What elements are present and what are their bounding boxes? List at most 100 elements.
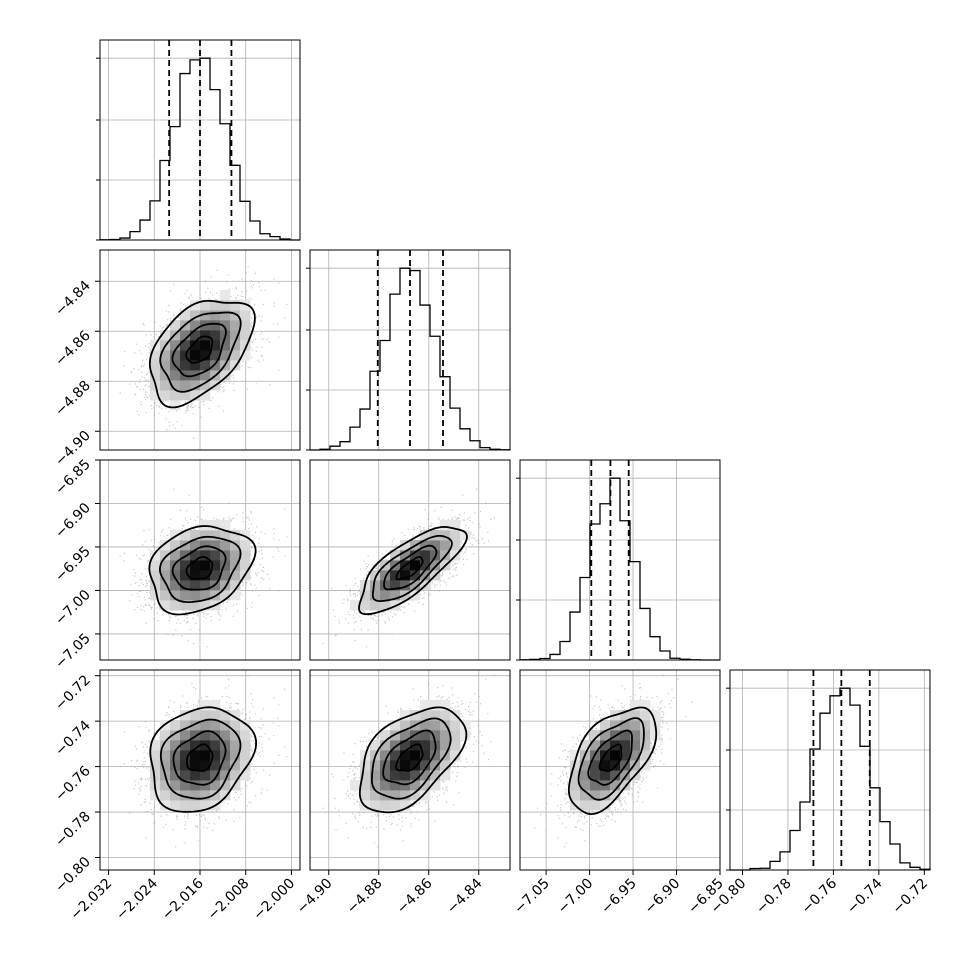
density-block [160,590,171,601]
contour-line-3 [159,311,242,393]
density-block [420,570,431,581]
density-block [590,780,601,791]
density-block [190,550,201,561]
scatter-panel-3-1: −7.05−7.00−6.95−6.90−6.85 [52,457,301,672]
panel-frame [99,249,301,451]
density-block [190,750,201,761]
density-block [220,290,231,301]
histogram-step-line [99,57,300,241]
density-block [190,390,201,401]
density-block [610,770,621,781]
density-block [200,800,211,811]
density-block [430,720,441,731]
density-block [240,730,251,741]
density-block [150,770,161,781]
density-block [170,790,181,801]
density-block [400,750,411,761]
density-block [420,760,431,771]
density-block [200,790,211,801]
density-block [420,720,431,731]
density-block [370,790,381,801]
density-block [460,530,471,541]
density-block [200,570,211,581]
density-block [630,720,641,731]
density-block [200,710,211,721]
density-block [590,730,601,741]
density-block [170,320,181,331]
density-block [160,390,171,401]
density-block [190,540,201,551]
density-block [400,580,411,591]
density-block [150,560,161,571]
density-block [210,340,221,351]
panel-frame [99,39,301,241]
density-block [220,530,231,541]
density-block [170,370,181,381]
histogram-step-line [730,687,931,871]
density-block [200,370,211,381]
density-block [210,730,221,741]
density-block [200,540,211,551]
contour-line-1 [185,335,214,364]
density-block [610,750,621,761]
density-block [230,730,241,741]
density-block [580,770,591,781]
histogram-panel-2 [306,249,511,451]
density-block [190,360,201,371]
density-block [200,330,211,341]
density-block [200,300,211,311]
density-block [200,700,211,711]
x-tick-label: −2.024 [113,875,161,923]
contour-line-2 [171,545,227,591]
panel-frame [309,669,511,871]
density-block [200,390,211,401]
contour-line-1 [395,743,424,772]
density-block [630,730,641,741]
density-block [390,580,401,591]
density-block [390,740,401,751]
density-block [410,770,421,781]
panel-content [100,250,300,450]
x-tick-label: −7.05 [511,876,553,918]
density-block [170,540,181,551]
density-block [440,710,451,721]
y-tick-label: −0.74 [52,718,94,760]
density-block [180,580,191,591]
density-block [630,700,641,711]
density-block [600,720,611,731]
density-block [170,350,181,361]
density-block [390,750,401,761]
density-block [180,740,191,751]
contour-line-1 [185,556,214,580]
density-block [410,710,421,721]
density-block [350,780,361,791]
density-block [640,760,651,771]
density-block [190,710,201,721]
density-block [210,310,221,321]
density-block [230,750,241,761]
density-block [160,730,171,741]
density-block [220,310,231,321]
panel-frame [519,669,721,871]
density-block [420,710,431,721]
density-block [600,760,611,771]
density-block [240,770,251,781]
density-block [460,730,471,741]
x-axis-1: −2.032−2.024−2.016−2.008−2.000 [67,870,298,923]
density-block [410,550,421,561]
density-block [160,330,171,341]
density-block [450,750,461,761]
density-block [390,570,401,581]
density-block [230,740,241,751]
x-tick-label: −4.90 [294,876,336,918]
density-block [380,570,391,581]
density-block [170,600,181,611]
density-block [150,360,161,371]
contour-line-2 [383,544,438,591]
density-block [190,380,201,391]
density-block [630,740,641,751]
x-tick-label: −2.000 [250,876,298,924]
density-block [370,770,381,781]
density-block [170,580,181,591]
